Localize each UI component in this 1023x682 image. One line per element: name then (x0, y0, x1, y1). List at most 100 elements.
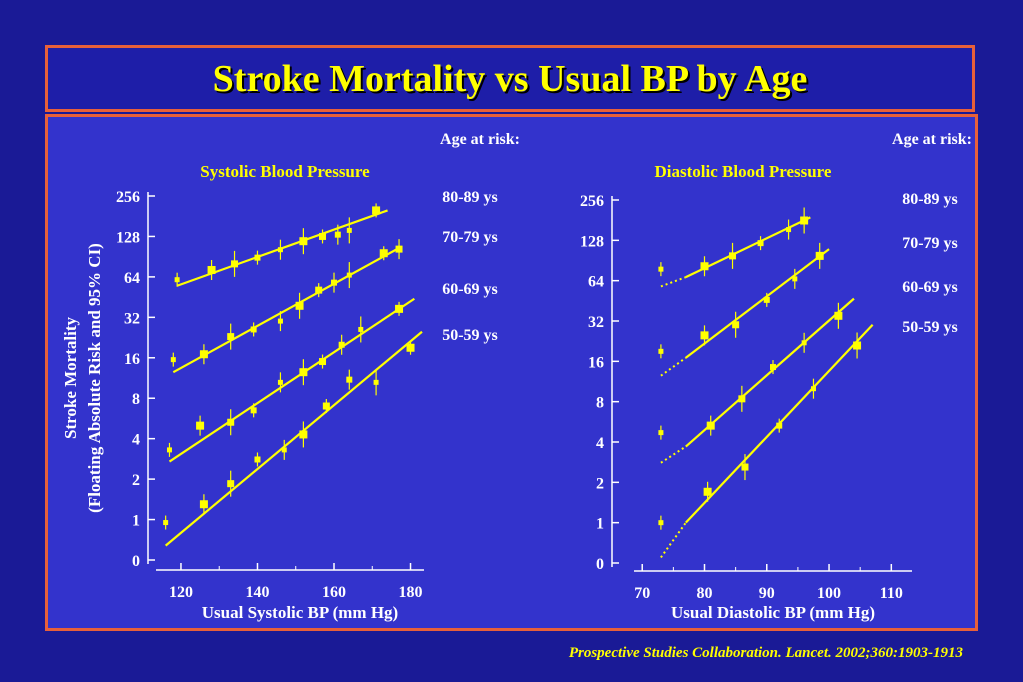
chart1-series-80-89-ys-point (319, 232, 327, 240)
chart1-series-70-79-ys-point (277, 318, 283, 324)
chart1-series-50-59-ys-point (346, 376, 353, 383)
chart2-series-50-59-ys-point (853, 341, 862, 350)
chart2-x-tick-label: 70 (634, 585, 650, 602)
chart2-x-tick-label: 110 (880, 585, 903, 602)
chart1-series-80-89-ys-point (277, 247, 283, 253)
chart1-series-80-89-ys-point (346, 227, 352, 233)
chart2-x-tick-label: 90 (759, 585, 775, 602)
chart2-series-50-59-ys-point (810, 386, 816, 392)
chart1-series-50-59-ys-point (322, 402, 330, 410)
chart2-series-70-79-ys-fit-line (685, 248, 830, 359)
chart1-y-tick-label: 0 (132, 553, 140, 570)
chart2-series-70-79-ys-point (700, 331, 709, 340)
chart1-series-60-69-ys-point (166, 447, 172, 453)
chart1-series-50-59-ys-point (406, 343, 415, 352)
chart2-series-60-69-ys-point (834, 311, 843, 320)
chart2-y-tick-label: 256 (580, 193, 604, 210)
chart1-series-80-89-ys-point (299, 237, 308, 246)
chart2-series-70-79-ys-point (792, 276, 798, 282)
chart1-series-50-59-ys-legend-label: 50-59 ys (442, 327, 498, 344)
chart1-y-tick-label: 1 (132, 513, 140, 530)
chart2-series-60-69-ys-fit-dotted (660, 445, 687, 464)
chart2-series-60-69-ys-point (801, 340, 807, 346)
chart1-series-60-69-ys-point (227, 418, 235, 426)
chart1-legend-title: Age at risk: (440, 131, 520, 148)
chart1-series-50-59-ys-point (299, 430, 308, 439)
chart2-series-80-89-ys-point (658, 266, 664, 272)
chart2-y-tick-label: 0 (596, 556, 604, 573)
y-axis-label-line1: Stroke Mortality (61, 317, 80, 439)
chart2-x-axis-label: Usual Diastolic BP (mm Hg) (671, 603, 875, 622)
chart2-series-80-89-ys-legend-label: 80-89 ys (902, 191, 958, 208)
chart2-series-70-79-ys-point (763, 296, 770, 303)
slide-title: Stroke Mortality vs Usual BP by Age (212, 57, 808, 100)
chart2-y-tick-label: 32 (588, 314, 604, 331)
chart1-y-tick-label: 64 (124, 270, 140, 287)
chart2-series-80-89-ys-point (757, 240, 764, 247)
chart2-title: Diastolic Blood Pressure (655, 162, 832, 181)
chart1-series-50-59-ys-fit-line (164, 330, 423, 547)
chart1-x-axis-label: Usual Systolic BP (mm Hg) (202, 603, 398, 622)
chart2-series-50-59-ys-point (741, 463, 749, 471)
y-axis-label-line2: (Floating Absolute Risk and 95% CI) (85, 243, 104, 513)
chart2-series-50-59-ys-point (658, 520, 664, 526)
chart1-series-60-69-ys-fit-line (168, 297, 415, 463)
chart2-series-70-79-ys-legend-label: 70-79 ys (902, 235, 958, 252)
chart1-series-70-79-ys-point (331, 279, 337, 286)
chart1-series-70-79-ys-point (250, 326, 257, 333)
chart2-series-60-69-ys-point (738, 395, 746, 403)
chart1-series-80-89-ys-point (231, 260, 239, 268)
chart1-series-70-79-ys-point (379, 249, 388, 258)
chart1-series-70-79-ys-point (346, 272, 352, 278)
chart1-series-70-79-ys-point (395, 245, 403, 253)
chart2-series-80-89-ys-fit-dotted (660, 276, 687, 288)
chart1-series-60-69-ys-point (299, 368, 308, 377)
chart1-series-60-69-ys-point (196, 421, 205, 430)
chart1-series-80-89-ys-point (372, 206, 381, 215)
chart2-legend-title: Age at risk: (892, 131, 972, 148)
chart1-series-50-59-ys-point (254, 456, 261, 463)
chart1-series-60-69-ys-point (277, 379, 283, 385)
chart1-series-50-59-ys-point (281, 447, 287, 453)
chart2-series-50-59-ys-legend-label: 50-59 ys (902, 319, 958, 336)
chart1-series-70-79-ys-point (170, 357, 176, 363)
chart1-series-60-69-ys-point (395, 304, 404, 313)
chart2-y-tick-label: 8 (596, 395, 604, 412)
chart1-series-70-79-ys-point (199, 350, 208, 359)
chart1-series-80-89-ys-point (207, 266, 216, 275)
chart2-series-60-69-ys-legend-label: 60-69 ys (902, 279, 958, 296)
chart1-y-tick-label: 4 (132, 432, 140, 449)
chart1-x-tick-label: 180 (399, 584, 423, 601)
chart1-y-tick-label: 128 (116, 229, 140, 246)
chart1-series-80-89-ys-point (174, 277, 180, 283)
chart1-series-80-89-ys-legend-label: 80-89 ys (442, 189, 498, 206)
chart1-y-tick-label: 16 (124, 351, 140, 368)
chart1-series-60-69-ys-point (358, 326, 364, 332)
title-box: Stroke Mortality vs Usual BP by Age (45, 45, 975, 112)
chart1-series-60-69-ys-point (319, 358, 327, 366)
chart1-x-tick-label: 160 (322, 584, 346, 601)
chart1-y-tick-label: 32 (124, 310, 140, 327)
chart1-series-80-89-ys-point (254, 254, 261, 261)
chart1-y-tick-label: 256 (116, 189, 140, 206)
chart1-series-50-59-ys-point (373, 379, 379, 385)
chart1-series-70-79-ys-legend-label: 70-79 ys (442, 229, 498, 246)
chart1-title: Systolic Blood Pressure (200, 162, 370, 181)
chart2-x-tick-label: 100 (817, 585, 841, 602)
chart1-x-tick-label: 120 (169, 584, 193, 601)
chart1-y-tick-label: 2 (132, 472, 140, 489)
chart2-series-50-59-ys-point (703, 487, 712, 496)
chart2-series-60-69-ys-point (658, 430, 664, 436)
chart2-series-60-69-ys-point (770, 364, 776, 371)
chart2-series-70-79-ys-point (815, 251, 824, 260)
chart1-series-50-59-ys-point (227, 480, 235, 488)
chart-panel (45, 114, 978, 631)
chart2-y-tick-label: 64 (588, 274, 604, 291)
chart1-series-50-59-ys-point (199, 500, 208, 509)
chart2-y-tick-label: 2 (596, 475, 604, 492)
chart1-series-60-69-ys-point (250, 407, 257, 414)
chart2-series-80-89-ys-point (786, 227, 792, 233)
chart1-series-70-79-ys-point (315, 286, 323, 294)
chart1-series-70-79-ys-point (227, 333, 235, 341)
